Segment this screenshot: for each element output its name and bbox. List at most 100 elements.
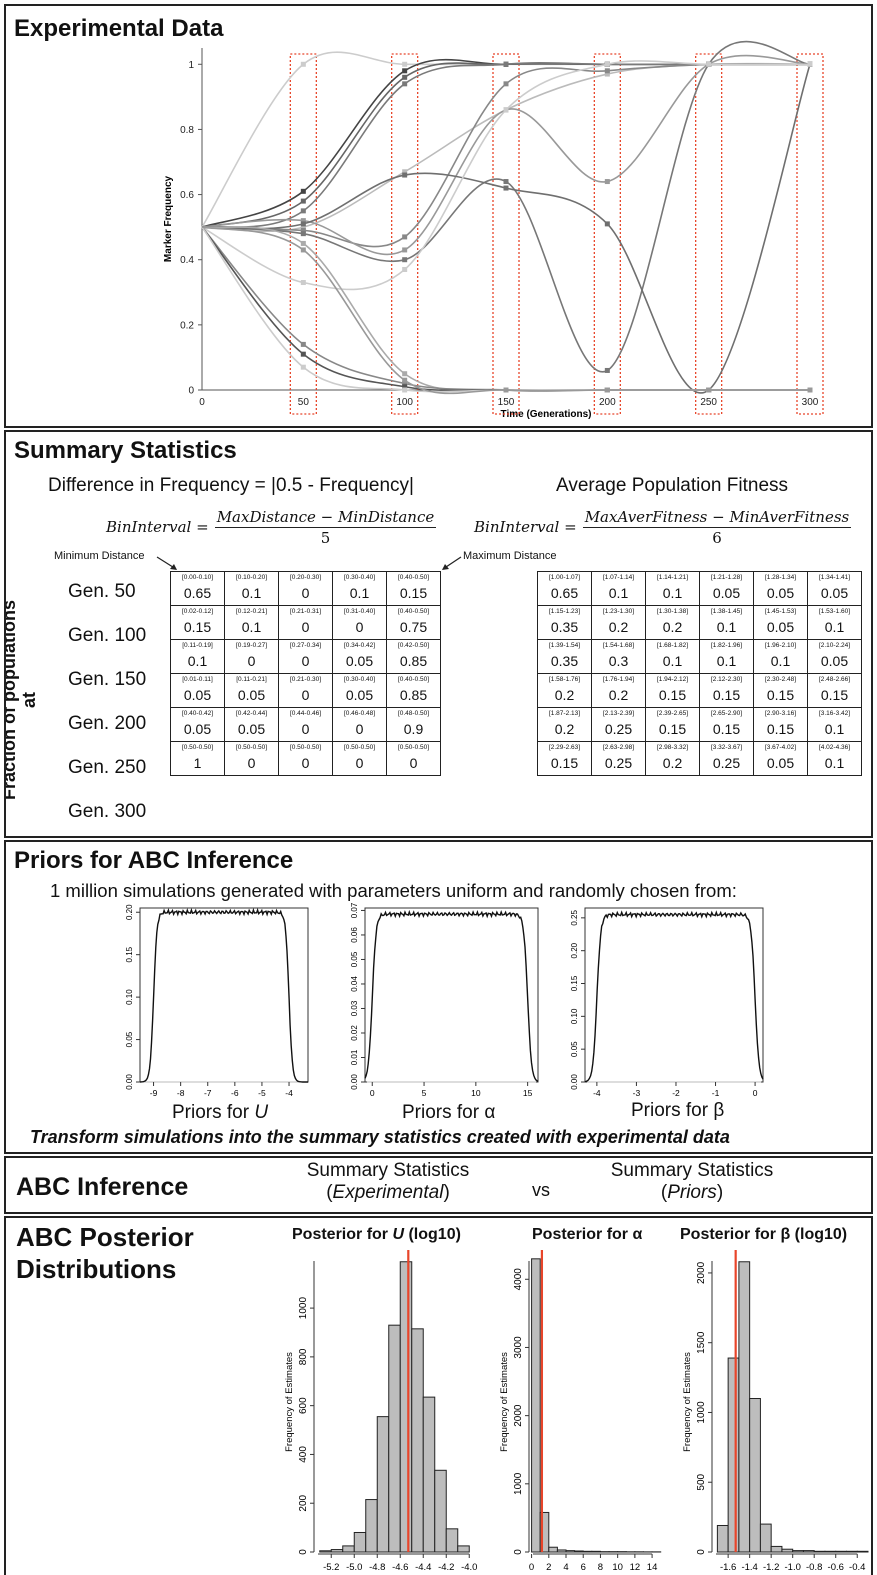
- posterior-u-title-param: U: [392, 1226, 405, 1243]
- fraction-axis-label: Fraction of populations at: [6, 595, 39, 805]
- diff-row: [0.02-0.12] 0.15 [0.12-0.21] 0.1 [0.21-0.31]…: [170, 605, 441, 640]
- time-highlight-box: [796, 53, 824, 415]
- fit-cell: [1.34-1.41] 0.05: [807, 571, 862, 606]
- diff-cell: [0.21-0.30] 0: [278, 673, 333, 708]
- bin-fraction: 0.15: [766, 687, 795, 703]
- histogram-bar: [445, 1528, 459, 1553]
- bin-fraction: 0: [301, 687, 310, 703]
- fit-cell: [2.39-2.65] 0.15: [645, 707, 700, 742]
- time-highlight-box: [391, 53, 419, 415]
- posterior-alpha-title-param: α: [632, 1226, 643, 1243]
- priors-title: Priors for ABC Inference: [14, 847, 294, 874]
- fit-cell: [2.13-2.39] 0.25: [591, 707, 646, 742]
- bin-range: [2.63-2.98]: [602, 744, 635, 751]
- experimental-summary-label: Summary Statistics (Experimental): [288, 1160, 488, 1204]
- y-tick-label: 0.03: [350, 1000, 359, 1016]
- priors-panel: Priors for ABC Inference 1 million simul…: [4, 840, 873, 1154]
- bin-fraction: 0.1: [241, 585, 262, 601]
- priors-summary-line1: Summary Statistics: [610, 1160, 774, 1181]
- y-axis-title: Frequency of Estimates: [284, 1352, 295, 1452]
- posterior-title-line2: Distributions: [16, 1254, 177, 1284]
- bin-fraction: 0: [301, 653, 310, 669]
- bin-range: [0.10-0.20]: [235, 574, 268, 581]
- time-highlight-box: [695, 53, 723, 415]
- series-point: [402, 377, 408, 383]
- histogram-bar: [319, 1550, 332, 1553]
- prior-density-curve: [364, 909, 539, 1082]
- bin-range: [2.10-2.24]: [818, 642, 851, 649]
- bin-fraction: 0.35: [550, 653, 579, 669]
- min-arrowhead: [170, 564, 177, 570]
- x-tick-label: 0: [199, 397, 205, 408]
- histogram-bar: [727, 1357, 740, 1553]
- bin-fraction: 0.15: [712, 721, 741, 737]
- x-tick-label: 5: [422, 1088, 427, 1098]
- fit-cell: [1.45-1.53] 0.05: [753, 605, 808, 640]
- bin-range: [0.50-0.50]: [343, 744, 376, 751]
- bin-range: [2.48-2.66]: [818, 676, 851, 683]
- x-tick-label: -0.6: [828, 1562, 844, 1573]
- diff-row: [0.50-0.50] 1 [0.50-0.50] 0 [0.50-0.50] 0 [0.5…: [170, 741, 441, 776]
- bin-range: [0.00-0.10]: [181, 574, 214, 581]
- bin-fraction: 0.05: [237, 687, 266, 703]
- bin-fraction: 0.05: [820, 585, 849, 601]
- y-tick-label: 0.4: [180, 255, 194, 266]
- x-tick-label: 10: [471, 1088, 481, 1098]
- bin-range: [1.21-1.28]: [710, 574, 743, 581]
- x-tick-label: -0.8: [806, 1562, 822, 1573]
- diff-cell: [0.31-0.40] 0: [332, 605, 387, 640]
- x-tick-label: -4.6: [392, 1562, 408, 1573]
- fit-cell: [1.82-1.96] 0.1: [699, 639, 754, 674]
- posterior-u-title: Posterior for U (log10): [292, 1226, 461, 1244]
- x-tick-label: -9: [150, 1088, 158, 1098]
- summary-statistics-panel: Summary Statistics Difference in Frequen…: [4, 430, 873, 838]
- y-tick-label: 0.00: [570, 1074, 579, 1090]
- fit-cell: [1.54-1.68] 0.3: [591, 639, 646, 674]
- abc-inference-panel: ABC Inference Summary Statistics (Experi…: [4, 1156, 873, 1214]
- bin-fraction: 0.1: [770, 653, 791, 669]
- prior-beta-label: Priors for β: [631, 1100, 724, 1122]
- series-point: [503, 61, 509, 67]
- y-tick-label: 800: [298, 1348, 309, 1365]
- bin-fraction: 0.25: [712, 755, 741, 771]
- bin-range: [1.58-1.76]: [548, 676, 581, 683]
- right-bin-formula: BinInterval = MaxAverFitness − MinAverFi…: [474, 507, 852, 547]
- series-point: [300, 218, 306, 224]
- y-tick-label: 0.10: [125, 989, 134, 1005]
- priors-word: Priors: [667, 1182, 717, 1203]
- series-point: [402, 68, 408, 74]
- priors-summary-line2: (Priors): [660, 1182, 724, 1203]
- diff-cell: [0.30-0.40] 0.05: [332, 673, 387, 708]
- diff-cell: [0.27-0.34] 0: [278, 639, 333, 674]
- bin-fraction: 0.85: [399, 653, 428, 669]
- diff-cell: [0.50-0.50] 0: [224, 741, 279, 776]
- diff-row: [0.00-0.10] 0.65 [0.10-0.20] 0.1 [0.20-0.30]…: [170, 571, 441, 606]
- fit-cell: [2.98-3.32] 0.2: [645, 741, 700, 776]
- series-point: [604, 61, 610, 67]
- bin-range: [0.40-0.50]: [397, 608, 430, 615]
- fit-cell: [3.67-4.02] 0.05: [753, 741, 808, 776]
- bin-fraction: 0.05: [183, 687, 212, 703]
- bin-range: [0.21-0.31]: [289, 608, 322, 615]
- x-tick-label: -5: [258, 1088, 266, 1098]
- series-point: [300, 247, 306, 253]
- series-line-12: [201, 226, 810, 392]
- plot-frame: [584, 907, 764, 1083]
- series-point: [402, 387, 408, 393]
- bin-fraction: 0.1: [662, 585, 683, 601]
- diff-cell: [0.42-0.44] 0.05: [224, 707, 279, 742]
- y-tick-label: 0.15: [125, 946, 134, 962]
- series-point: [402, 172, 408, 178]
- series-line-8: [201, 64, 811, 394]
- bin-fraction: 0.05: [345, 687, 374, 703]
- histogram-bar: [813, 1550, 826, 1553]
- histogram-bar: [411, 1328, 424, 1553]
- bin-fraction: 0.05: [183, 721, 212, 737]
- fit-cell: [4.02-4.36] 0.1: [807, 741, 862, 776]
- histogram-bar: [574, 1550, 584, 1553]
- x-tick-label: 150: [498, 397, 515, 408]
- histogram-bar: [434, 1469, 447, 1553]
- bin-range: [3.16-3.42]: [818, 710, 851, 717]
- bin-fraction: 0.35: [550, 619, 579, 635]
- fit-cell: [1.58-1.76] 0.2: [537, 673, 592, 708]
